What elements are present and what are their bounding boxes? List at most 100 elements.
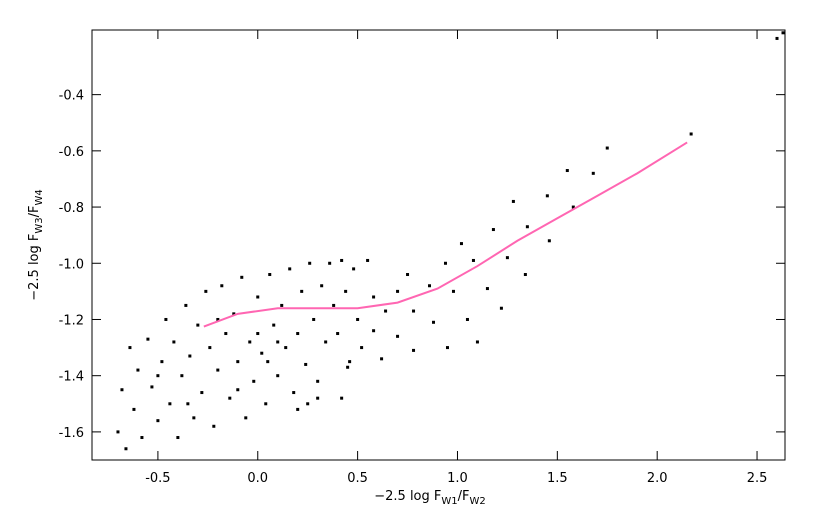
x-tick-label: 2.0 — [647, 471, 668, 486]
point — [366, 258, 370, 262]
point — [445, 346, 449, 350]
point — [244, 416, 248, 420]
point — [204, 289, 208, 293]
point — [332, 303, 336, 307]
point — [451, 289, 455, 293]
point — [180, 374, 184, 378]
point — [443, 261, 447, 265]
point — [264, 402, 268, 406]
point — [523, 273, 527, 277]
point — [324, 340, 328, 344]
plot-frame — [91, 29, 786, 461]
point — [547, 239, 551, 243]
point — [571, 205, 575, 209]
point — [186, 402, 190, 406]
point — [128, 346, 132, 350]
point — [266, 360, 270, 364]
point — [396, 289, 400, 293]
point — [346, 365, 350, 369]
point — [296, 332, 300, 336]
point — [236, 388, 240, 392]
y-tick-label: -1.4 — [59, 370, 84, 385]
point — [276, 374, 280, 378]
point — [384, 309, 388, 313]
point — [136, 368, 140, 372]
point — [505, 256, 509, 260]
point — [184, 303, 188, 307]
point — [296, 407, 300, 411]
point — [459, 242, 463, 246]
point — [406, 273, 410, 277]
point — [316, 396, 320, 400]
point — [306, 402, 310, 406]
point — [132, 407, 136, 411]
point — [396, 334, 400, 338]
point — [336, 332, 340, 336]
point — [591, 171, 595, 175]
point — [360, 346, 364, 350]
y-axis-label: −2.5 log FW3/FW4 — [27, 189, 45, 301]
point — [499, 306, 503, 310]
point — [511, 199, 515, 203]
point — [288, 267, 292, 271]
point — [196, 323, 200, 327]
point — [200, 391, 204, 395]
point — [124, 447, 128, 451]
point — [216, 368, 220, 372]
point — [236, 360, 240, 364]
point — [412, 309, 416, 313]
point — [320, 284, 324, 288]
point — [465, 317, 469, 321]
point — [168, 402, 172, 406]
point — [356, 317, 360, 321]
point — [412, 348, 416, 352]
point — [120, 388, 124, 392]
fit-line — [203, 141, 688, 328]
point — [485, 287, 489, 291]
point — [565, 169, 569, 173]
point — [781, 31, 785, 35]
point — [475, 340, 479, 344]
point — [372, 295, 376, 299]
point — [224, 332, 228, 336]
point — [491, 228, 495, 232]
point — [176, 436, 180, 440]
point — [775, 36, 779, 40]
y-tick-label: -0.8 — [59, 201, 84, 216]
point — [432, 320, 436, 324]
point — [156, 374, 160, 378]
point — [292, 391, 296, 395]
point — [380, 357, 384, 361]
point — [340, 396, 344, 400]
point — [150, 385, 154, 389]
x-tick-label: 2.5 — [747, 471, 768, 486]
point — [156, 419, 160, 423]
point — [340, 258, 344, 262]
point — [280, 303, 284, 307]
x-axis-label: −2.5 log FW1/FW2 — [374, 489, 486, 507]
point — [240, 275, 244, 279]
point — [160, 360, 164, 364]
x-tick-label: 1.5 — [547, 471, 568, 486]
point — [232, 312, 236, 316]
point — [188, 354, 192, 358]
point — [256, 295, 260, 299]
point — [228, 396, 232, 400]
point — [256, 332, 260, 336]
x-tick-label: -0.5 — [145, 471, 170, 486]
point — [328, 261, 332, 265]
point — [348, 360, 352, 364]
point — [316, 379, 320, 383]
point — [605, 146, 609, 150]
point — [344, 289, 348, 293]
point — [140, 436, 144, 440]
y-tick-label: -0.6 — [59, 145, 84, 160]
point — [146, 337, 150, 341]
point — [284, 346, 288, 350]
point — [372, 329, 376, 333]
point — [212, 424, 216, 428]
point — [689, 132, 693, 136]
y-tick-label: -1.0 — [59, 257, 84, 272]
point — [300, 289, 304, 293]
